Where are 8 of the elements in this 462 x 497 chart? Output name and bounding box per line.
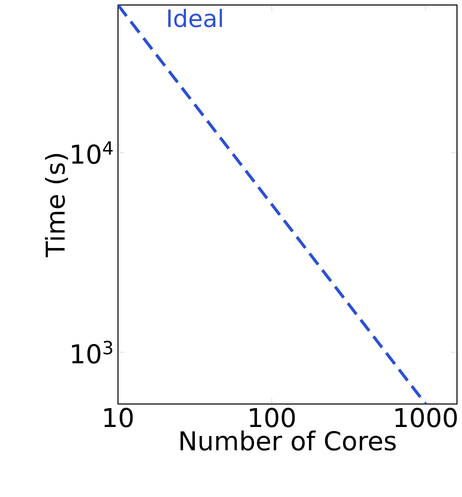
x-tick-label: 100 xyxy=(250,408,295,428)
y-tick-label: 10$^{3}$ xyxy=(72,340,112,364)
y-axis-title: Time (s) xyxy=(44,154,68,258)
x-axis-title: Number of Cores xyxy=(180,430,396,451)
series-label: Ideal xyxy=(168,8,222,28)
x-tick-label: 10 xyxy=(104,408,133,428)
x-tick-label: 1000 xyxy=(395,408,457,428)
y-tick-label: 10$^{4}$ xyxy=(72,141,113,164)
